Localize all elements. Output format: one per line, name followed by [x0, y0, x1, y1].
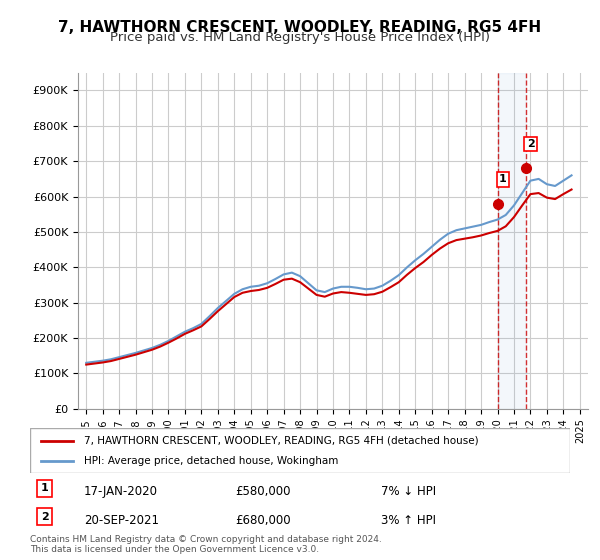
FancyBboxPatch shape — [30, 428, 570, 473]
Text: Contains HM Land Registry data © Crown copyright and database right 2024.
This d: Contains HM Land Registry data © Crown c… — [30, 535, 382, 554]
Text: 1: 1 — [499, 175, 507, 184]
Text: HPI: Average price, detached house, Wokingham: HPI: Average price, detached house, Woki… — [84, 456, 338, 466]
Text: 1: 1 — [41, 483, 49, 493]
Bar — [498, 73, 526, 409]
Text: 7% ↓ HPI: 7% ↓ HPI — [381, 485, 436, 498]
Text: 3% ↑ HPI: 3% ↑ HPI — [381, 514, 436, 527]
Text: 7, HAWTHORN CRESCENT, WOODLEY, READING, RG5 4FH: 7, HAWTHORN CRESCENT, WOODLEY, READING, … — [58, 20, 542, 35]
Text: 2: 2 — [527, 139, 535, 149]
Text: 17-JAN-2020: 17-JAN-2020 — [84, 485, 158, 498]
Text: 7, HAWTHORN CRESCENT, WOODLEY, READING, RG5 4FH (detached house): 7, HAWTHORN CRESCENT, WOODLEY, READING, … — [84, 436, 479, 446]
Text: £680,000: £680,000 — [235, 514, 291, 527]
Text: £580,000: £580,000 — [235, 485, 290, 498]
Text: Price paid vs. HM Land Registry's House Price Index (HPI): Price paid vs. HM Land Registry's House … — [110, 31, 490, 44]
Text: 20-SEP-2021: 20-SEP-2021 — [84, 514, 159, 527]
Text: 2: 2 — [41, 512, 49, 522]
